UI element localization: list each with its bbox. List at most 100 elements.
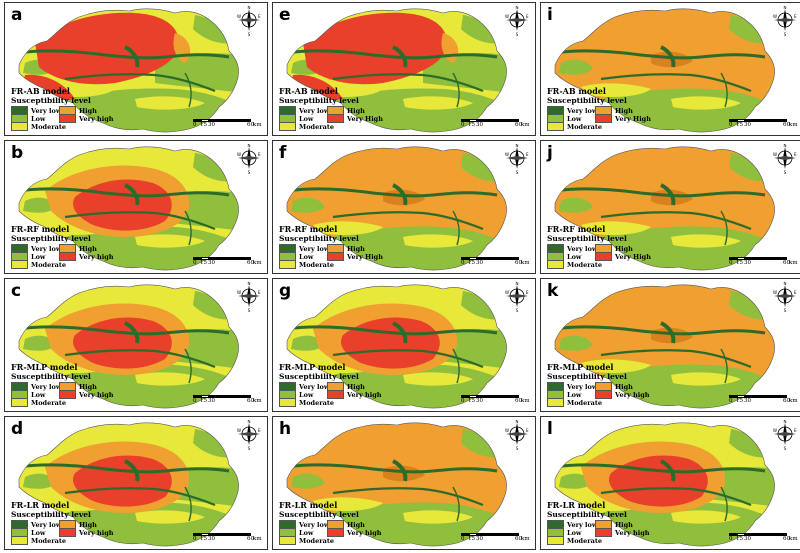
scale-segment [477,257,519,260]
legend-label: Moderate [567,536,602,545]
river-south [332,487,484,507]
scale-tick: 60 [247,536,254,542]
susceptibility-map [554,422,775,547]
river-south [600,211,752,231]
zone-low-northeast [193,153,231,182]
legend-label: Very low [31,382,62,391]
scale-bar: 0 15 30 60 km [729,533,799,547]
compass-w: W [505,152,509,157]
zone-east [423,53,507,93]
scale-unit: km [789,122,798,128]
river-south [600,349,752,369]
scale-tick: 0 [193,536,197,542]
legend-label: Very low [567,382,598,391]
legend-title: Susceptibility level [11,234,91,243]
river-tributary [720,348,728,384]
zone-low-northeast [461,15,499,44]
north-arrow-icon: N S W E [237,282,261,312]
model-title: FR-AB model [279,86,338,96]
zone-very-high-southwest [291,74,343,101]
zone-moderate-belt [313,221,383,235]
legend-label: Low [567,252,582,261]
river-main [287,463,498,474]
legend-item-moderate: Moderate [547,536,602,545]
legend-label: Very high [79,252,114,261]
compass-w: W [237,290,241,295]
north-arrow-icon: N S W E [505,420,529,450]
scale-tick: 30 [208,398,215,404]
model-title: FR-RF model [547,224,606,234]
legend-item-moderate: Moderate [279,536,334,545]
north-arrow-icon: N S W E [505,6,529,36]
scale-tick: 0 [193,122,197,128]
legend-swatch [59,390,76,399]
scale-segment [201,257,209,260]
river-tributary [452,348,460,384]
scale-tick: 30 [476,398,483,404]
legend-item-very-high: Very high [59,390,114,399]
scale-tick: 60 [783,122,790,128]
scale-tick: 0 [461,398,465,404]
legend-swatch [59,252,76,261]
map-panel-f: f FR-RF model Susceptibility level Very low… [272,140,536,274]
legend-swatch [279,398,296,407]
map-panel-k: k FR-MLP model Susceptibility level Very lo… [540,278,800,412]
scale-segment [729,533,737,536]
zone-low-northeast [729,291,767,320]
scale-segment [201,533,209,536]
north-arrow-icon: N S W E [773,144,797,174]
scale-tick: 60 [783,398,790,404]
zone-very-high-core [35,12,180,85]
scale-segment [469,395,477,398]
panel-letter: k [547,281,559,301]
scale-segment [201,395,209,398]
map-panel-g: g FR-MLP model Susceptibility level Very lo… [272,278,536,412]
legend-title: Susceptibility level [11,510,91,519]
scale-tick: 60 [247,260,254,266]
zone-moderate-south [135,510,205,524]
study-area-outline [286,8,507,133]
compass-s: S [516,308,519,312]
scale-segment [477,395,519,398]
scale-unit: km [789,260,798,266]
scale-tick: 30 [476,260,483,266]
legend-title: Susceptibility level [547,96,627,105]
legend-swatch [327,390,344,399]
scale-tick: 15 [200,260,207,266]
legend-swatch [595,528,612,537]
panel-letter: i [547,5,553,25]
legend-label: Very low [567,106,598,115]
study-area-outline [18,422,239,547]
legend-label: High [347,244,365,253]
legend-label: Moderate [31,260,66,269]
scale-tick: 0 [729,536,733,542]
zone-moderate-belt [581,221,651,235]
study-area-outline [18,8,239,133]
compass-s: S [516,32,519,36]
legend-swatch [279,122,296,131]
scale-bar: 0 15 30 60 km [461,395,531,409]
compass-n: N [248,282,251,286]
scale-tick: 15 [200,398,207,404]
scale-tick: 15 [468,536,475,542]
scale-bar: 0 15 30 60 km [193,395,263,409]
legend-title: Susceptibility level [279,510,359,519]
river-tributary [452,72,460,108]
compass-w: W [505,290,509,295]
legend-label: Moderate [31,536,66,545]
scale-tick: 60 [247,398,254,404]
legend-label: Moderate [299,536,334,545]
reservoir [660,45,676,68]
legend-item-very-high: Very High [327,114,383,123]
river-main [287,325,498,336]
legend-swatch [11,122,28,131]
legend-swatch [279,536,296,545]
scale-segment [745,395,787,398]
river-south [600,73,752,93]
legend-label: Low [299,528,314,537]
legend-title: Susceptibility level [547,234,627,243]
legend-label: Very High [347,114,383,123]
compass-s: S [248,446,251,450]
scale-tick: 60 [515,122,522,128]
scale-tick: 30 [744,398,751,404]
